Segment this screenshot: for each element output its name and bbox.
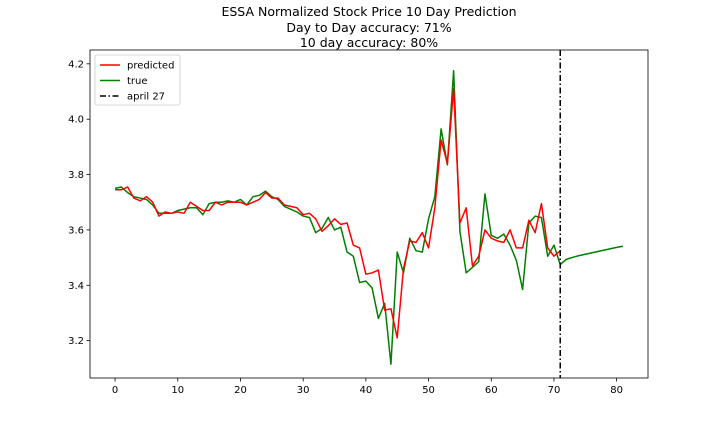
x-tick-label: 70: [548, 385, 561, 396]
legend-box: [94, 54, 181, 106]
axes: 0 10 20 30 40 50 60 70 80 3.2 3.4 3.6 3.8 4.0 4.2: [68, 49, 649, 396]
x-tick-label: 30: [297, 385, 310, 396]
x-tick-label: 60: [485, 385, 498, 396]
plot-area: [114, 50, 624, 378]
series-line-predicted: [115, 88, 561, 339]
chart-title-block: ESSA Normalized Stock Price 10 Day Predi…: [0, 4, 720, 51]
y-tick-label: 3.4: [68, 281, 84, 292]
chart-title: ESSA Normalized Stock Price 10 Day Predi…: [221, 4, 517, 19]
legend-entry-true-label: true: [127, 76, 148, 87]
x-tick-label: 10: [171, 385, 184, 396]
chart-subtitle-daily-accuracy: Day to Day accuracy: 71%: [286, 19, 452, 35]
y-tick-label: 4.2: [68, 59, 84, 70]
legend: predicted true april 27: [94, 54, 181, 106]
legend-entry-april-27-label: april 27: [127, 92, 165, 103]
series-line-true: [114, 70, 624, 365]
y-tick-label: 3.2: [68, 336, 84, 347]
y-tick-label: 3.8: [68, 170, 84, 181]
legend-entry-predicted-label: predicted: [127, 61, 174, 72]
x-tick-label: 40: [359, 385, 372, 396]
x-tick-label: 50: [422, 385, 435, 396]
y-tick-label: 4.0: [68, 115, 84, 126]
plot-frame: [89, 49, 649, 379]
x-tick-label: 80: [610, 385, 623, 396]
x-tick-label: 20: [234, 385, 247, 396]
chart-subtitle-ten-day-accuracy: 10 day accuracy: 80%: [299, 35, 439, 50]
y-tick-label: 3.6: [68, 225, 84, 236]
x-tick-label: 0: [112, 385, 118, 396]
